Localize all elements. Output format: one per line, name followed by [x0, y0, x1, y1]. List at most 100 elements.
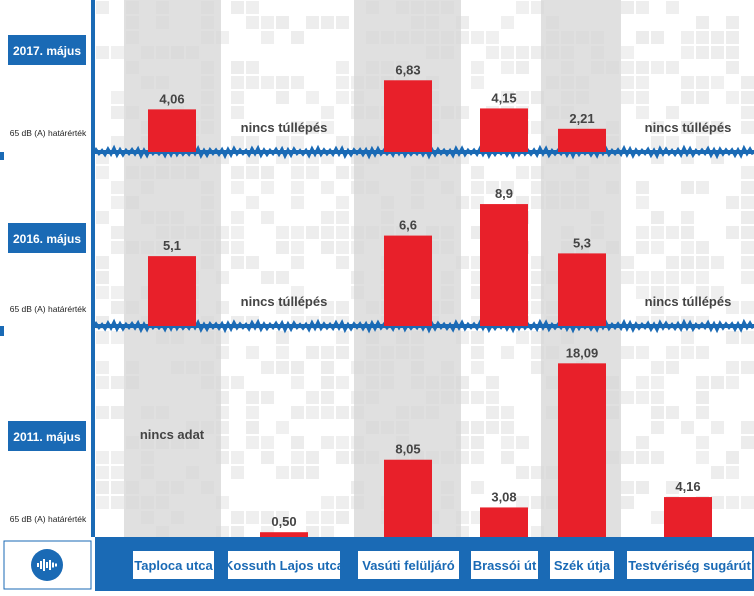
- background-pixel: [471, 76, 484, 89]
- background-pixel: [336, 436, 349, 449]
- background-pixel: [501, 406, 514, 419]
- panel-title-box: [8, 421, 86, 451]
- background-pixel: [741, 121, 754, 134]
- background-pixel: [291, 466, 304, 479]
- background-pixel: [231, 61, 244, 74]
- background-pixel: [231, 76, 244, 89]
- background-pixel: [531, 1, 544, 14]
- data-label: 6,83: [395, 62, 420, 77]
- background-pixel: [246, 61, 259, 74]
- background-pixel: [336, 136, 349, 149]
- background-pixel: [651, 226, 664, 239]
- background-pixel: [306, 91, 319, 104]
- background-pixel: [231, 106, 244, 119]
- background-pixel: [246, 421, 259, 434]
- background-pixel: [246, 136, 259, 149]
- background-pixel: [321, 226, 334, 239]
- background-pixel: [471, 61, 484, 74]
- background-pixel: [111, 46, 124, 59]
- background-pixel: [321, 301, 334, 314]
- background-pixel: [231, 91, 244, 104]
- background-pixel: [621, 391, 634, 404]
- background-pixel: [501, 46, 514, 59]
- background-pixel: [111, 226, 124, 239]
- background-pixel: [261, 211, 274, 224]
- bar: [480, 204, 528, 326]
- background-pixel: [321, 391, 334, 404]
- background-pixel: [231, 211, 244, 224]
- bars-layer: [148, 80, 712, 537]
- category-label-box: [627, 551, 752, 579]
- background-pixel: [621, 481, 634, 494]
- category-label-box: [358, 551, 459, 579]
- background-pixel: [636, 391, 649, 404]
- background-pixel: [741, 106, 754, 119]
- background-pixel: [711, 466, 724, 479]
- background-pixel: [711, 46, 724, 59]
- background-pixel: [261, 436, 274, 449]
- background-pixel: [231, 526, 244, 539]
- background-pixel: [261, 511, 274, 524]
- background-pixel: [111, 181, 124, 194]
- background-pixel: [321, 106, 334, 119]
- background-pixel: [651, 286, 664, 299]
- background-pixel: [291, 436, 304, 449]
- panel-title: 2017. május: [13, 44, 81, 58]
- background-pixel: [486, 31, 499, 44]
- background-pixel: [336, 61, 349, 74]
- background-pixel: [276, 361, 289, 374]
- background-pixel: [516, 1, 529, 14]
- icon-wave-bar: [49, 560, 51, 570]
- background-pixel: [276, 466, 289, 479]
- background-pixel: [726, 226, 739, 239]
- background-pixel: [651, 391, 664, 404]
- background-pixel: [336, 16, 349, 29]
- background-pixel: [516, 46, 529, 59]
- background-pixel: [696, 391, 709, 404]
- background-pixel: [726, 196, 739, 209]
- background-pixel: [696, 91, 709, 104]
- background-pixel: [471, 421, 484, 434]
- background-pixel: [501, 436, 514, 449]
- background-pixel: [471, 391, 484, 404]
- background-pixel: [636, 106, 649, 119]
- background-pixel: [291, 226, 304, 239]
- background-pixel: [321, 346, 334, 359]
- background-pixel: [261, 181, 274, 194]
- bar: [148, 256, 196, 326]
- background-pixel: [636, 1, 649, 14]
- data-label: 4,06: [159, 91, 184, 106]
- background-pixel: [231, 256, 244, 269]
- background-pixel: [261, 391, 274, 404]
- background-pixel: [231, 136, 244, 149]
- bar: [384, 235, 432, 326]
- background-pixel: [276, 136, 289, 149]
- data-label: 6,6: [399, 218, 417, 233]
- background-pixel: [696, 46, 709, 59]
- background-pixel: [231, 451, 244, 464]
- background-pixel: [486, 181, 499, 194]
- background-pixel: [231, 511, 244, 524]
- background-pixel: [681, 121, 694, 134]
- background-pixel: [306, 391, 319, 404]
- background-pixel: [471, 451, 484, 464]
- background-pixel: [111, 241, 124, 254]
- background-pixel: [681, 46, 694, 59]
- background-pixel: [291, 301, 304, 314]
- background-pixel: [471, 346, 484, 359]
- background-pixel: [321, 181, 334, 194]
- background-pixel: [336, 226, 349, 239]
- background-pixel: [471, 481, 484, 494]
- background-pixel: [516, 166, 529, 179]
- background-pixel: [696, 346, 709, 359]
- bar: [664, 497, 712, 537]
- background-pixel: [471, 166, 484, 179]
- background-pixel: [276, 511, 289, 524]
- threshold-line: [0, 324, 754, 328]
- background-pixel: [486, 376, 499, 389]
- background-pixel: [621, 271, 634, 284]
- panel-title: 2011. május: [13, 430, 81, 444]
- background-pixel: [501, 91, 514, 104]
- background-pixel: [291, 31, 304, 44]
- background-pixel: [246, 391, 259, 404]
